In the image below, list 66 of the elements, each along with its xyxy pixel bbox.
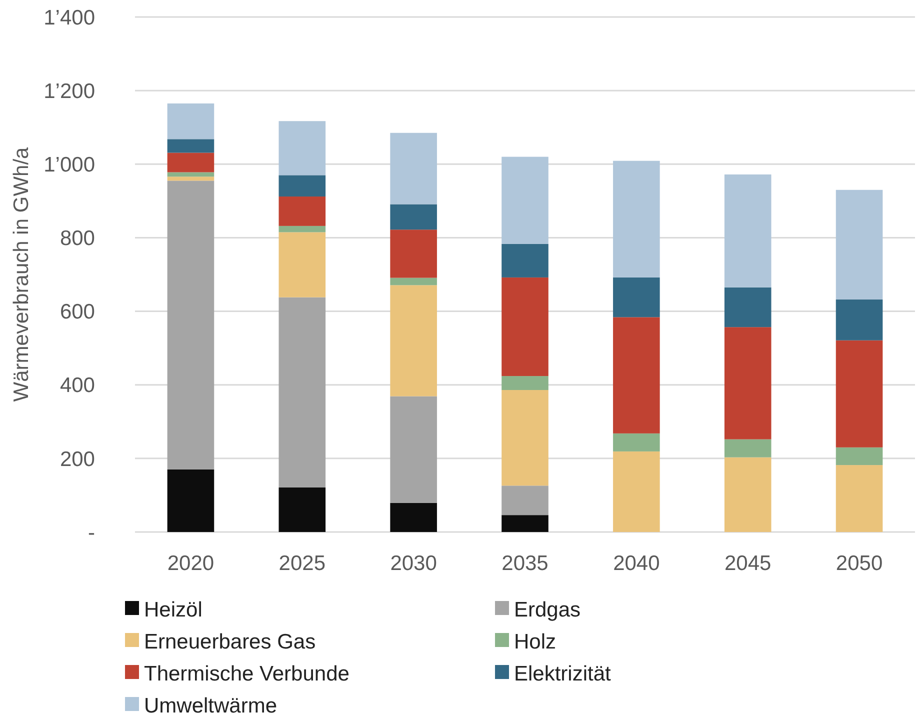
bar	[167, 176, 214, 181]
bar	[502, 376, 548, 390]
legend-label: Umweltwärme	[144, 694, 278, 718]
legend-label: Heizöl	[144, 598, 202, 622]
y-tick-label: 1’400	[44, 6, 95, 30]
bar	[167, 469, 214, 532]
bar	[502, 486, 548, 516]
y-tick-label: 1’000	[44, 153, 95, 176]
bar	[390, 278, 437, 286]
bar	[724, 174, 772, 288]
y-tick-label: -	[88, 521, 95, 544]
bar	[390, 396, 437, 503]
bar	[390, 230, 437, 278]
y-tick-label: 600	[60, 300, 95, 324]
y-tick-label: 400	[60, 374, 95, 398]
bar	[390, 204, 437, 230]
bar	[278, 196, 326, 226]
bar	[278, 121, 326, 176]
bar	[278, 487, 326, 532]
x-tick-label: 2040	[613, 552, 660, 575]
bar	[167, 180, 214, 470]
bar	[502, 515, 548, 532]
bar	[724, 287, 772, 328]
y-axis-title: Wärmeverbrauch in GWh/a	[10, 146, 33, 402]
bar	[724, 457, 772, 532]
bar	[167, 139, 214, 153]
x-tick-label: 2050	[836, 552, 883, 575]
x-tick-label: 2030	[390, 552, 437, 575]
bar	[613, 277, 660, 318]
bar	[502, 390, 548, 486]
bar	[167, 172, 214, 177]
bar	[613, 317, 660, 434]
bar	[836, 340, 883, 448]
x-tick-label: 2035	[502, 552, 548, 575]
bar	[278, 297, 326, 488]
x-tick-label: 2020	[167, 552, 214, 575]
bar	[502, 277, 548, 376]
bar	[836, 190, 883, 300]
x-tick-label: 2025	[278, 552, 326, 575]
x-tick-label: 2045	[724, 552, 772, 575]
bar	[613, 451, 660, 532]
bar	[502, 156, 548, 244]
y-tick-label: 200	[60, 448, 95, 471]
legend-label: Erdgas	[514, 598, 581, 622]
bar	[278, 175, 326, 197]
bar	[278, 232, 326, 298]
bar	[167, 152, 214, 172]
bar	[836, 300, 883, 340]
bar	[836, 447, 883, 466]
y-tick-label: 800	[60, 227, 95, 250]
legend-label: Thermische Verbunde	[144, 662, 350, 686]
bar	[278, 226, 326, 232]
bar	[390, 502, 437, 532]
legend-label: Holz	[514, 630, 556, 654]
y-tick-label: 1’200	[44, 80, 95, 103]
bar	[390, 132, 437, 204]
bar	[724, 439, 772, 458]
bar	[613, 433, 660, 452]
bar	[390, 285, 437, 396]
bar	[613, 160, 660, 278]
legend-label: Elektrizität	[514, 662, 612, 686]
bar	[167, 103, 214, 140]
legend-label: Erneuerbares Gas	[144, 630, 316, 654]
bar	[836, 465, 883, 532]
bar	[502, 244, 548, 278]
bar	[724, 327, 772, 440]
